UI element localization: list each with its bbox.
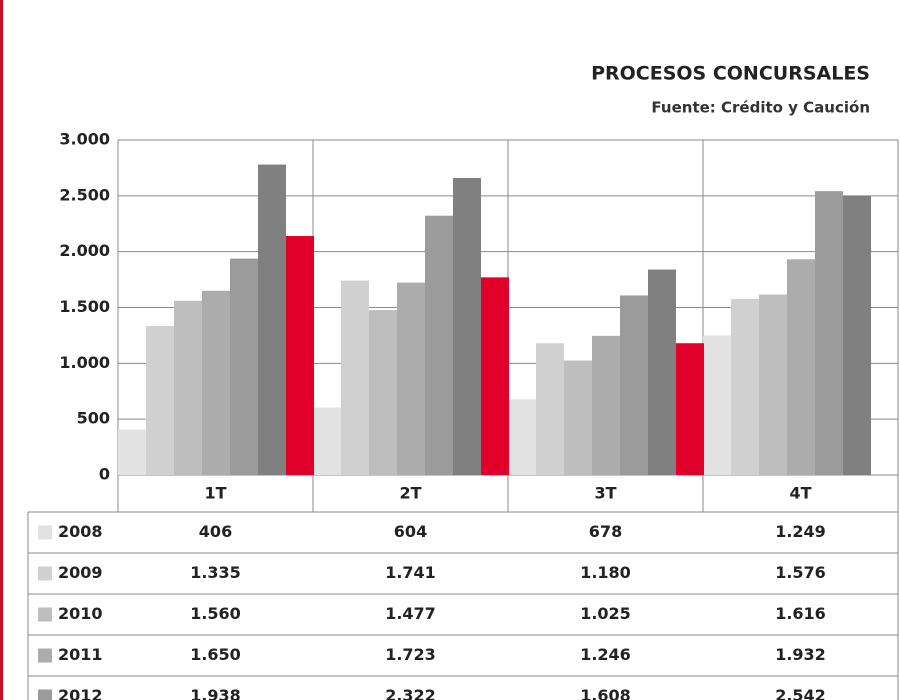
legend-label: 2011 bbox=[58, 645, 103, 664]
bar bbox=[313, 407, 341, 475]
bar bbox=[146, 325, 174, 475]
legend-swatch bbox=[38, 566, 52, 581]
bar bbox=[787, 259, 815, 475]
y-tick-label: 2.000 bbox=[59, 241, 110, 260]
table-value: 1.025 bbox=[580, 604, 631, 623]
y-tick-label: 0 bbox=[99, 465, 110, 484]
bar bbox=[258, 164, 286, 476]
table-value: 1.560 bbox=[190, 604, 241, 623]
table-value: 1.932 bbox=[775, 645, 826, 664]
bar bbox=[648, 269, 676, 475]
bar bbox=[397, 282, 425, 475]
table-value: 1.938 bbox=[190, 686, 241, 700]
table-value: 2.542 bbox=[775, 686, 826, 700]
chart-subtitle: Fuente: Crédito y Caución bbox=[651, 99, 870, 117]
chart-title: PROCESOS CONCURSALES bbox=[591, 63, 870, 85]
table-value: 1.477 bbox=[385, 604, 436, 623]
bar bbox=[230, 258, 258, 475]
table-value: 1.576 bbox=[775, 563, 826, 582]
x-tick-label: 2T bbox=[399, 484, 421, 503]
legend-swatch bbox=[38, 689, 52, 700]
bar bbox=[731, 299, 759, 475]
bar bbox=[286, 236, 314, 475]
legend-swatch bbox=[38, 607, 52, 622]
bar bbox=[508, 399, 536, 475]
table-value: 678 bbox=[589, 522, 622, 541]
bar bbox=[536, 343, 564, 475]
bar bbox=[425, 215, 453, 475]
bar bbox=[564, 360, 592, 475]
table-value: 1.650 bbox=[190, 645, 241, 664]
x-tick-label: 4T bbox=[789, 484, 811, 503]
legend-swatch bbox=[38, 648, 52, 663]
x-tick-label: 1T bbox=[204, 484, 226, 503]
legend-label: 2008 bbox=[58, 522, 103, 541]
y-tick-label: 3.000 bbox=[59, 130, 110, 149]
table-value: 1.249 bbox=[775, 522, 826, 541]
bar bbox=[481, 277, 509, 475]
y-tick-label: 500 bbox=[77, 409, 110, 428]
bar bbox=[202, 290, 230, 475]
legend-label: 2012 bbox=[58, 686, 103, 700]
bar bbox=[703, 335, 731, 475]
bar bbox=[843, 195, 871, 476]
legend-label: 2009 bbox=[58, 563, 103, 582]
table-value: 1.616 bbox=[775, 604, 826, 623]
legend-label: 2010 bbox=[58, 604, 103, 623]
y-tick-label: 1.000 bbox=[59, 353, 110, 372]
legend-swatch bbox=[38, 525, 52, 540]
x-tick-label: 3T bbox=[594, 484, 616, 503]
bar bbox=[592, 335, 620, 475]
y-tick-label: 1.500 bbox=[59, 297, 110, 316]
bar bbox=[453, 177, 481, 475]
bar bbox=[620, 295, 648, 475]
table-value: 1.335 bbox=[190, 563, 241, 582]
table-value: 1.246 bbox=[580, 645, 631, 664]
bar bbox=[118, 429, 146, 475]
table-value: 1.723 bbox=[385, 645, 436, 664]
bar bbox=[341, 280, 369, 475]
table-value: 406 bbox=[199, 522, 232, 541]
table-value: 1.741 bbox=[385, 563, 436, 582]
bar bbox=[369, 310, 397, 475]
bar bbox=[815, 191, 843, 476]
bar bbox=[174, 300, 202, 475]
table-value: 1.180 bbox=[580, 563, 631, 582]
table-value: 604 bbox=[394, 522, 427, 541]
y-tick-label: 2.500 bbox=[59, 185, 110, 204]
table-value: 1.608 bbox=[580, 686, 631, 700]
bar bbox=[676, 343, 704, 475]
bar bbox=[759, 294, 787, 475]
table-value: 2.322 bbox=[385, 686, 436, 700]
